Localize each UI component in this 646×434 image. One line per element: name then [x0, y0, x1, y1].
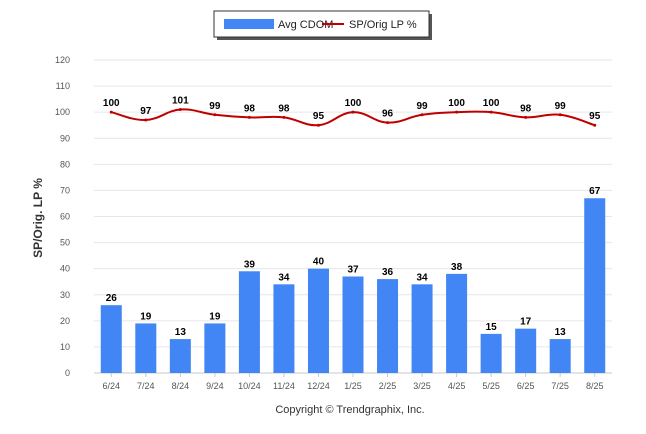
line-value-label: 95 [313, 111, 325, 122]
bar [480, 333, 502, 373]
line-point [109, 110, 113, 114]
bar [446, 273, 468, 373]
line-point [593, 123, 597, 127]
line-value-label: 99 [555, 101, 567, 112]
y-tick-label: 90 [60, 133, 70, 143]
bar-value-label: 34 [417, 272, 429, 283]
bar [169, 339, 191, 373]
bar-value-label: 39 [244, 259, 256, 270]
legend-label-sp-orig-lp: SP/Orig LP % [349, 19, 417, 31]
bar [135, 323, 157, 373]
grid [94, 59, 612, 374]
bar-value-label: 26 [106, 293, 118, 304]
legend: Avg CDOM SP/Orig LP % [213, 10, 432, 40]
x-tick-label: 12/24 [307, 381, 330, 391]
bar [342, 276, 364, 373]
bar-value-label: 67 [589, 186, 601, 197]
line-point [351, 110, 355, 114]
line-value-label: 96 [382, 109, 394, 120]
x-tick-label: 8/25 [586, 381, 604, 391]
y-tick-label: 0 [65, 368, 70, 378]
line-value-label: 100 [345, 98, 362, 109]
x-tick-label: 6/25 [517, 381, 535, 391]
line-value-label: 98 [520, 103, 532, 114]
y-tick-label: 120 [55, 55, 70, 65]
bar [515, 328, 537, 373]
y-tick-label: 50 [60, 238, 70, 248]
y-tick-label: 100 [55, 107, 70, 117]
line-value-label: 98 [278, 103, 290, 114]
line-value-label: 98 [244, 103, 256, 114]
bar-series [100, 198, 606, 373]
bar [377, 279, 399, 373]
bar [204, 323, 226, 373]
x-tick-label: 5/25 [482, 381, 500, 391]
bar-value-label: 13 [175, 327, 187, 338]
bar [238, 271, 260, 373]
x-tick-label: 10/24 [238, 381, 261, 391]
line-point [524, 115, 528, 119]
line-value-label: 99 [209, 101, 221, 112]
bar [549, 339, 571, 373]
line-point [489, 110, 493, 114]
line-value-label: 100 [103, 98, 120, 109]
y-tick-label: 70 [60, 185, 70, 195]
data-labels: 26 19 13 19 39 34 40 37 36 34 38 15 17 13 67 100 97 101 99… [103, 96, 601, 339]
bar-value-label: 19 [140, 311, 152, 322]
line-point [420, 113, 424, 117]
copyright-text: Copyright © Trendgraphix, Inc. [275, 404, 424, 416]
line-value-label: 100 [448, 98, 465, 109]
legend-label-avg-cdom: Avg CDOM [278, 19, 333, 31]
line-point [247, 115, 251, 119]
x-tick-label: 6/24 [103, 381, 121, 391]
bar-value-label: 40 [313, 257, 325, 268]
bar-value-label: 38 [451, 262, 463, 273]
line-point [316, 123, 320, 127]
line-series [109, 108, 597, 127]
bar [100, 305, 122, 373]
y-tick-label: 110 [56, 81, 70, 91]
line-point [558, 113, 562, 117]
legend-swatch-avg-cdom [224, 19, 274, 29]
line-value-label: 101 [172, 96, 189, 107]
bar [273, 284, 295, 373]
bar-value-label: 19 [209, 311, 221, 322]
line-value-label: 100 [483, 98, 500, 109]
x-tick-label: 4/25 [448, 381, 466, 391]
y-tick-label: 30 [60, 290, 70, 300]
line-point [144, 118, 148, 122]
y-axis-title: SP/Orig. LP % [31, 178, 45, 258]
line-point [178, 108, 182, 112]
line-point [213, 113, 217, 117]
y-tick-label: 10 [60, 342, 70, 352]
bar-value-label: 17 [520, 317, 532, 328]
x-tick-label: 1/25 [344, 381, 362, 391]
bar-value-label: 15 [486, 322, 498, 333]
bar-value-label: 13 [555, 327, 567, 338]
x-tick-label: 9/24 [206, 381, 224, 391]
line-point [282, 115, 286, 119]
y-tick-label: 60 [60, 212, 70, 222]
bar-value-label: 34 [278, 272, 290, 283]
x-tick-label: 2/25 [379, 381, 397, 391]
bar-value-label: 36 [382, 267, 394, 278]
y-tick-label: 40 [60, 264, 70, 274]
x-tick-label: 7/25 [551, 381, 569, 391]
x-tick-label: 11/24 [273, 381, 295, 391]
x-tick-label: 8/24 [172, 381, 190, 391]
x-tick-label: 7/24 [137, 381, 155, 391]
bar-value-label: 37 [347, 264, 359, 275]
line-point [455, 110, 459, 114]
y-tick-label: 20 [60, 316, 70, 326]
y-tick-label: 80 [60, 159, 70, 169]
line-value-label: 97 [140, 106, 152, 117]
bar [307, 268, 329, 373]
line-value-label: 95 [589, 111, 601, 122]
bar [411, 284, 433, 373]
bar [584, 198, 606, 373]
x-tick-label: 3/25 [413, 381, 431, 391]
line-point [386, 121, 390, 125]
line-value-label: 99 [417, 101, 429, 112]
